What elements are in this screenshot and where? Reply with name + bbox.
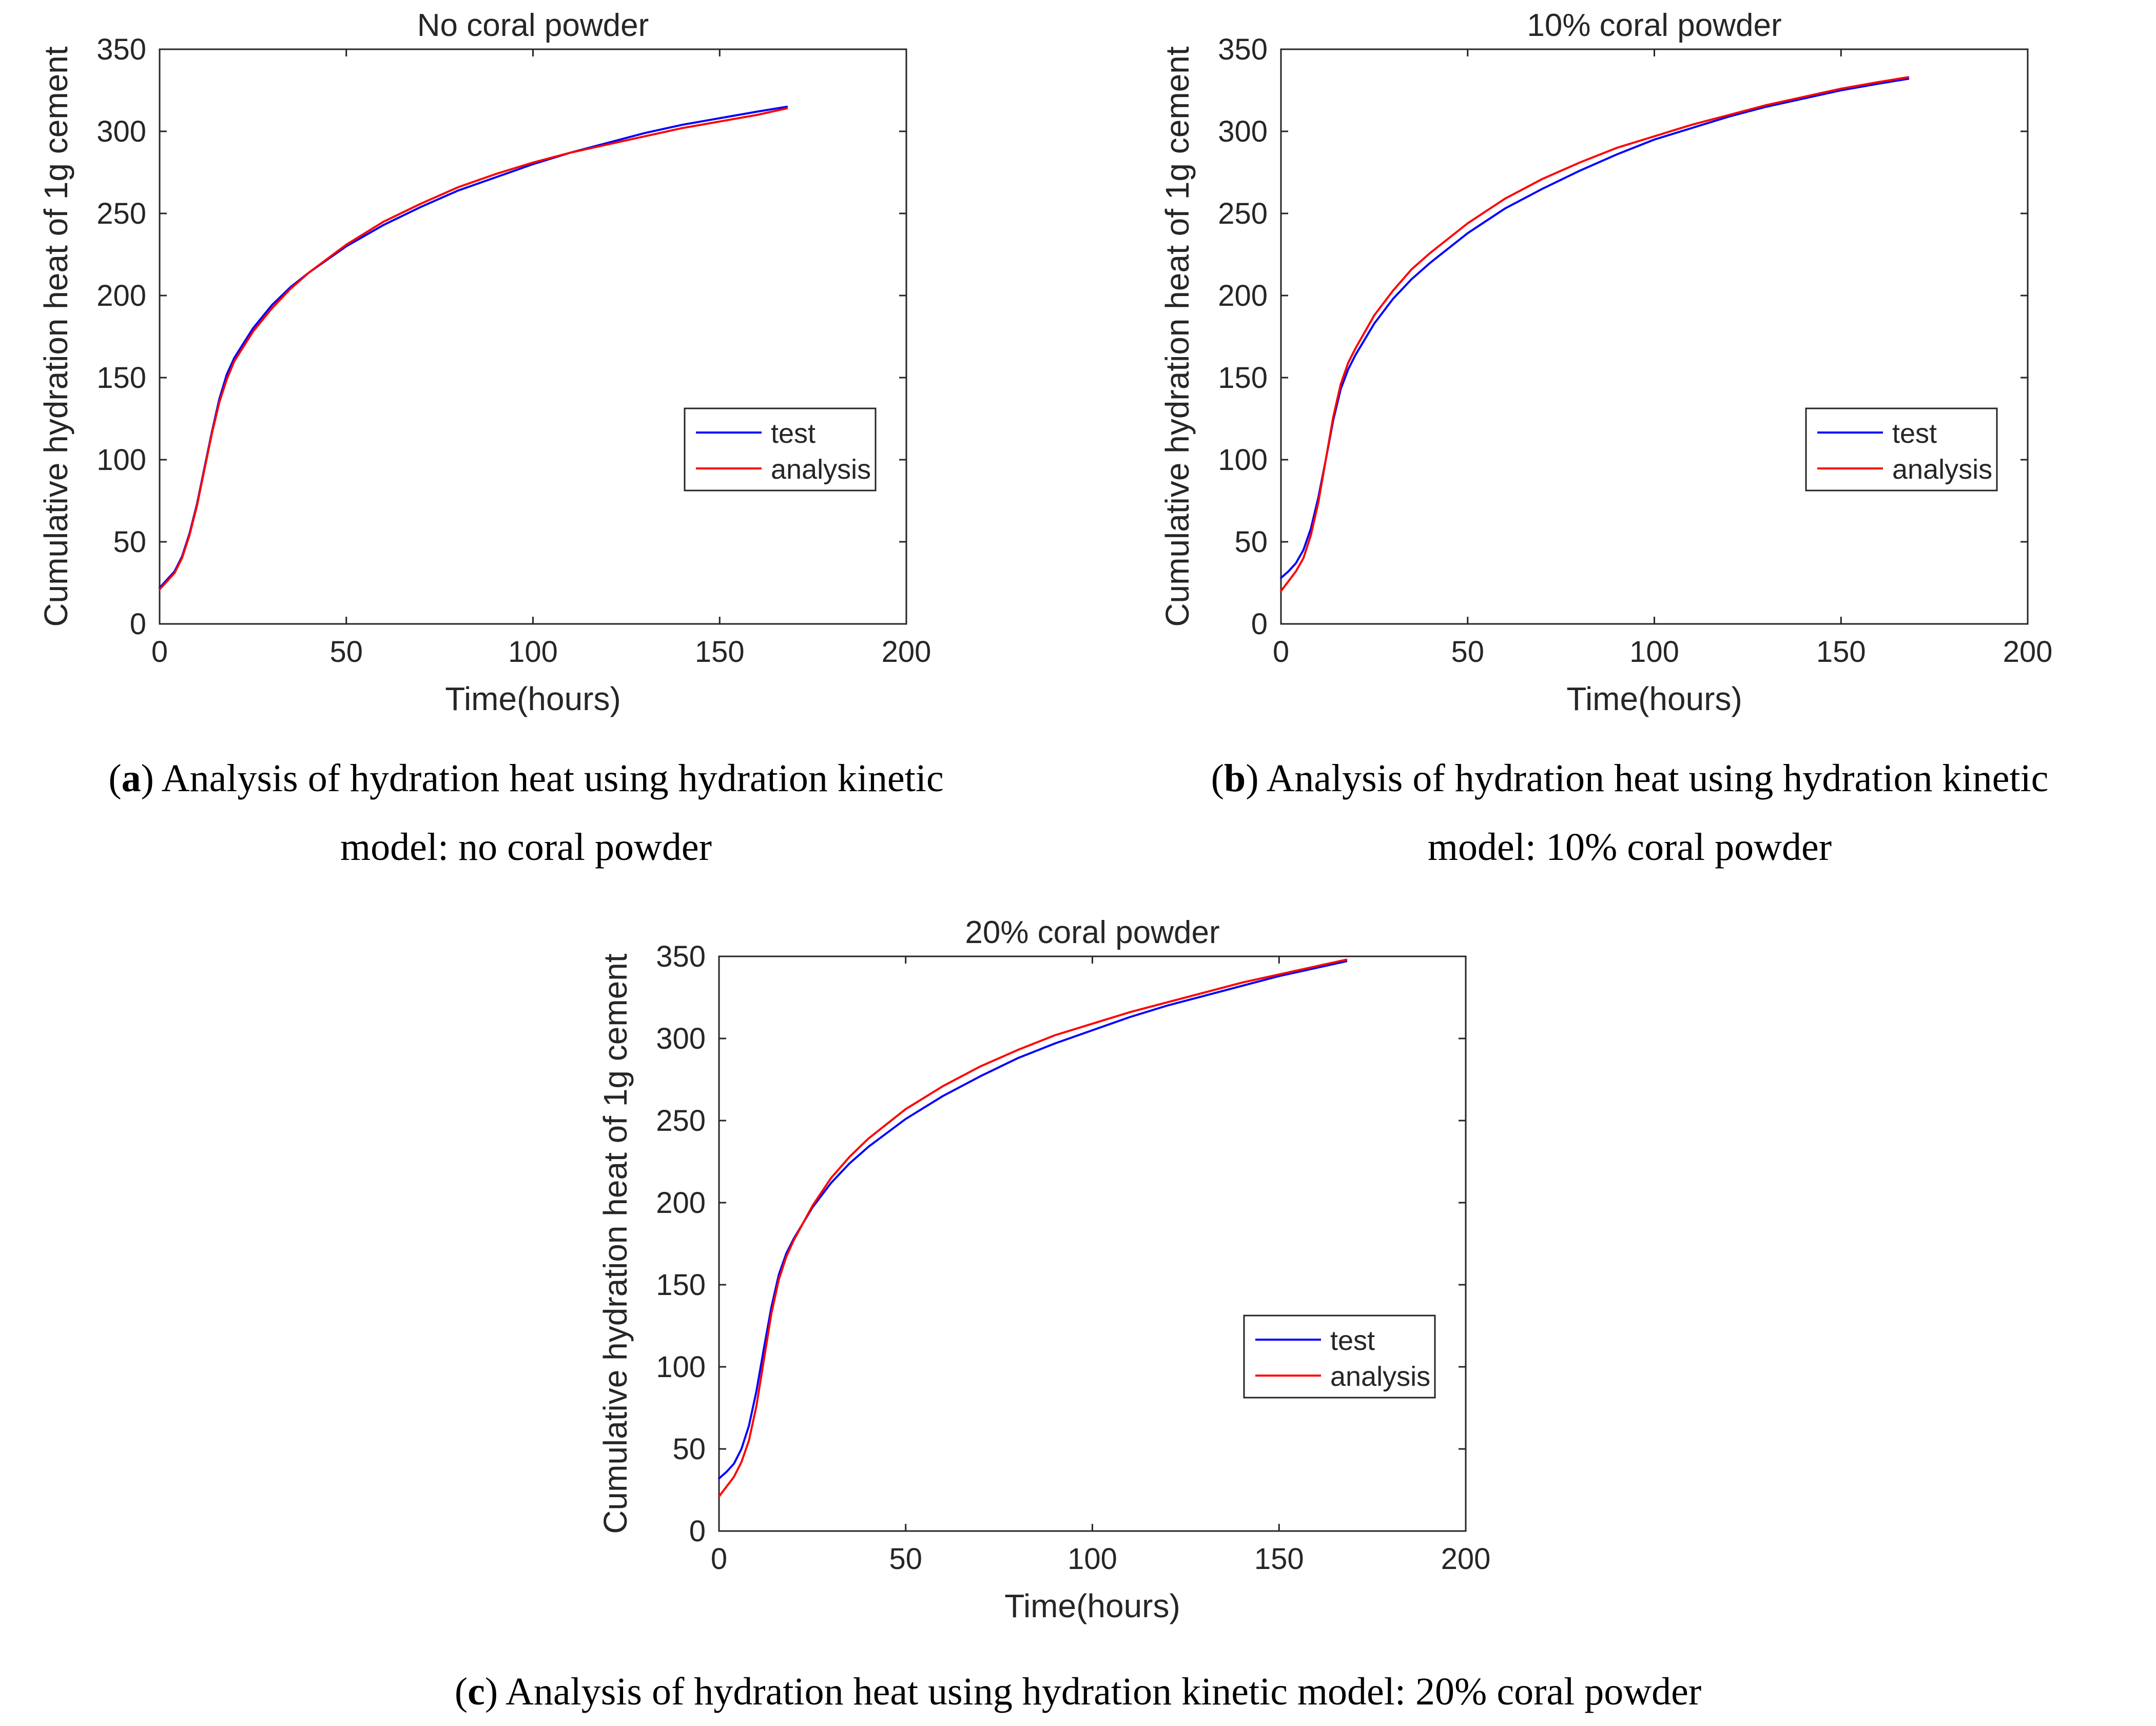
- legend-label: test: [771, 418, 815, 449]
- x-tick-label: 100: [1067, 1542, 1117, 1576]
- y-tick-label: 50: [1234, 525, 1268, 559]
- y-tick-label: 0: [1251, 607, 1268, 641]
- x-tick-label: 150: [1254, 1542, 1304, 1576]
- x-tick-label: 0: [1273, 635, 1289, 669]
- y-tick-label: 150: [96, 361, 146, 395]
- y-tick-label: 300: [96, 115, 146, 148]
- y-tick-label: 100: [1218, 443, 1268, 477]
- y-tick-label: 350: [1218, 33, 1268, 66]
- plot-area: [718, 955, 1467, 1532]
- caption-text-line1: Analysis of hydration heat using hydrati…: [498, 1670, 1702, 1713]
- caption-a: (a) Analysis of hydration heat using hyd…: [0, 744, 1052, 881]
- y-tick-label: 200: [656, 1186, 706, 1220]
- series-line-test: [1280, 77, 1910, 579]
- plot-area: [159, 48, 907, 625]
- y-tick-label: 300: [1218, 115, 1268, 148]
- caption-open-paren: (: [108, 757, 122, 800]
- legend-label: analysis: [771, 454, 871, 485]
- x-tick-label: 0: [711, 1542, 727, 1576]
- y-tick-label: 250: [656, 1104, 706, 1137]
- y-axis-label: Cumulative hydration heat of 1g cement: [597, 953, 634, 1534]
- legend-label: analysis: [1892, 454, 1992, 485]
- caption-text-line2: model: 10% coral powder: [1427, 826, 1832, 869]
- y-tick-label: 50: [113, 525, 146, 559]
- chart-panel-b: 0 50 100 150 200 0 50 100 150 200 250 300 350 10% cor…: [1159, 8, 2052, 717]
- y-tick-label: 350: [96, 33, 146, 66]
- series-line-analysis: [1280, 76, 1910, 592]
- legend-label: test: [1330, 1325, 1375, 1356]
- caption-c: (c) Analysis of hydration heat using hyd…: [0, 1657, 2156, 1726]
- y-tick-label: 200: [1218, 279, 1268, 312]
- y-axis-label: Cumulative hydration heat of 1g cement: [37, 46, 74, 627]
- y-tick-label: 150: [1218, 361, 1268, 395]
- y-tick-label: 0: [130, 607, 146, 641]
- y-tick-label: 0: [689, 1515, 706, 1548]
- x-tick-label: 100: [1629, 635, 1679, 669]
- x-axis-label: Time(hours): [1566, 680, 1742, 717]
- caption-close-paren: ): [141, 757, 154, 800]
- series-line-test: [718, 960, 1348, 1480]
- x-axis-label: Time(hours): [445, 680, 621, 717]
- y-tick-label: 100: [656, 1350, 706, 1384]
- x-tick-label: 0: [151, 635, 168, 669]
- legend: [1805, 407, 1998, 492]
- caption-b: (b) Analysis of hydration heat using hyd…: [1103, 744, 2156, 881]
- legend: [1243, 1315, 1436, 1399]
- chart-title: No coral powder: [417, 8, 649, 43]
- caption-letter: c: [468, 1670, 485, 1713]
- caption-text-line2: model: no coral powder: [340, 826, 712, 869]
- y-tick-label: 350: [656, 940, 706, 973]
- y-tick-label: 250: [1218, 197, 1268, 230]
- caption-open-paren: (: [1211, 757, 1224, 800]
- chart-panel-c: 0 50 100 150 200 0 50 100 150 200 250 300 350 20% cor…: [597, 915, 1490, 1624]
- chart-title: 10% coral powder: [1527, 8, 1781, 43]
- series-line-analysis: [718, 958, 1348, 1498]
- x-tick-label: 100: [508, 635, 558, 669]
- x-tick-label: 200: [1441, 1542, 1491, 1576]
- x-tick-label: 200: [882, 635, 931, 669]
- x-axis-label: Time(hours): [1004, 1587, 1180, 1624]
- x-tick-label: 50: [329, 635, 363, 669]
- series-line-analysis: [159, 107, 788, 591]
- y-tick-label: 150: [656, 1268, 706, 1302]
- y-axis-label: Cumulative hydration heat of 1g cement: [1159, 46, 1196, 627]
- caption-text-line1: Analysis of hydration heat using hydrati…: [1258, 757, 2049, 800]
- caption-letter: b: [1223, 757, 1246, 800]
- y-tick-label: 100: [96, 443, 146, 477]
- legend-label: analysis: [1330, 1361, 1430, 1392]
- y-tick-label: 50: [672, 1433, 706, 1466]
- chart-title: 20% coral powder: [965, 915, 1219, 950]
- x-tick-label: 150: [1816, 635, 1866, 669]
- legend: [684, 407, 877, 492]
- legend-label: test: [1892, 418, 1937, 449]
- plot-area: [1280, 48, 2029, 625]
- caption-close-paren: ): [1246, 757, 1259, 800]
- caption-open-paren: (: [454, 1670, 468, 1713]
- y-tick-label: 200: [96, 279, 146, 312]
- x-tick-label: 150: [695, 635, 745, 669]
- caption-text-line1: Analysis of hydration heat using hydrati…: [153, 757, 944, 800]
- y-tick-label: 250: [96, 197, 146, 230]
- x-tick-label: 200: [2003, 635, 2053, 669]
- x-tick-label: 50: [1451, 635, 1484, 669]
- y-tick-label: 300: [656, 1022, 706, 1055]
- caption-close-paren: ): [484, 1670, 498, 1713]
- chart-panel-a: 0 50 100 150 200 0 50 100 150 200 250 300 350 No cora…: [37, 8, 931, 717]
- x-tick-label: 50: [889, 1542, 922, 1576]
- caption-letter: a: [121, 757, 141, 800]
